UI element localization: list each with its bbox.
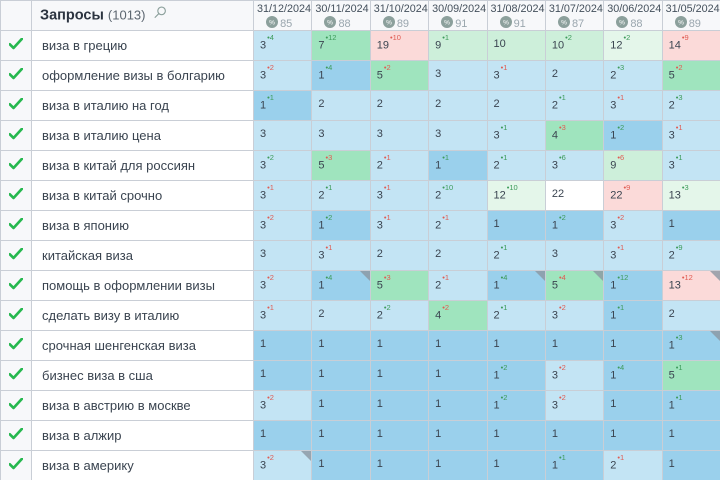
svg-text:%: % — [328, 19, 334, 26]
svg-text:%: % — [386, 19, 392, 26]
svg-text:%: % — [678, 19, 684, 26]
svg-text:%: % — [269, 19, 275, 26]
svg-text:%: % — [619, 19, 625, 26]
svg-text:%: % — [503, 19, 509, 26]
svg-text:%: % — [444, 19, 450, 26]
svg-text:%: % — [561, 19, 567, 26]
